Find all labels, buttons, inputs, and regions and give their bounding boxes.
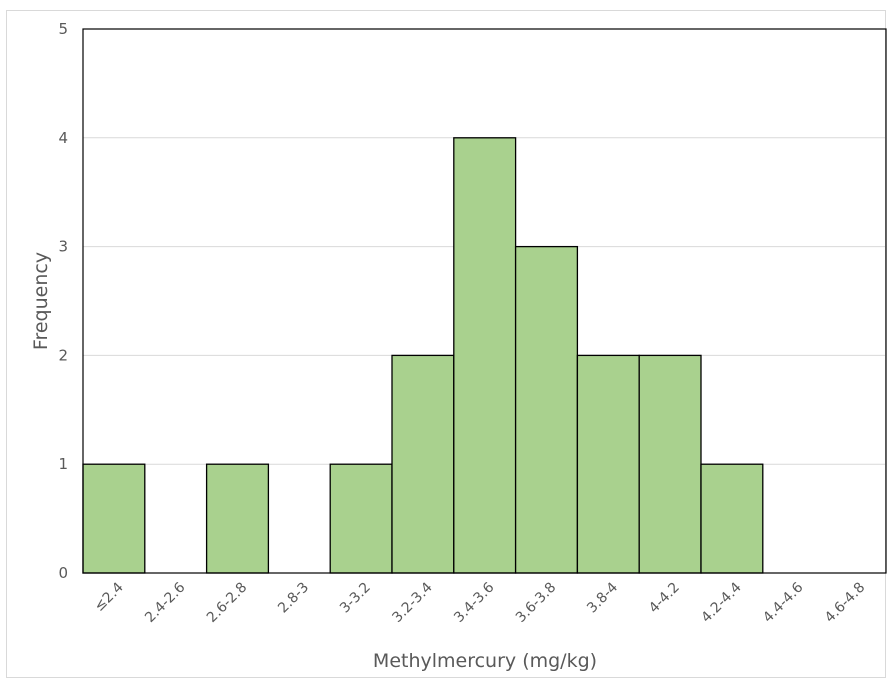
x-tick-label: 3.6-3.8 bbox=[513, 580, 559, 626]
y-tick-label: 5 bbox=[58, 20, 68, 38]
bar-8 bbox=[576, 354, 640, 574]
bars bbox=[82, 137, 764, 574]
x-tick-label: ≤2.4 bbox=[91, 579, 126, 614]
x-tick-label: 2.4-2.6 bbox=[142, 579, 188, 625]
bar-2 bbox=[205, 463, 270, 574]
x-tick-label: 4.4-4.6 bbox=[760, 579, 806, 625]
bar-0 bbox=[82, 463, 146, 574]
y-tick-label: 1 bbox=[58, 455, 68, 473]
y-tick-label: 0 bbox=[58, 564, 68, 582]
bar-9 bbox=[638, 354, 702, 574]
x-tick-label: 2.8-3 bbox=[275, 580, 312, 617]
y-tick-label: 4 bbox=[58, 129, 68, 147]
y-tick-label: 3 bbox=[58, 238, 68, 256]
x-tick-label: 4-4.2 bbox=[646, 580, 683, 617]
x-tick-label: 3.4-3.6 bbox=[451, 579, 497, 625]
bar-6 bbox=[453, 137, 517, 574]
bar-7 bbox=[514, 245, 579, 574]
x-axis-label: Methylmercury (mg/kg) bbox=[373, 650, 597, 672]
plot-area-border bbox=[82, 28, 887, 574]
x-tick-label: 4.6-4.8 bbox=[822, 580, 868, 626]
x-tick-label: 3.8-4 bbox=[584, 579, 621, 616]
x-tick-label: 3.2-3.4 bbox=[389, 579, 435, 625]
x-tick-label: 4.2-4.4 bbox=[698, 579, 744, 625]
y-tick-labels: 0 1 2 3 4 5 bbox=[58, 20, 68, 582]
bar-10 bbox=[700, 463, 764, 574]
y-axis-label: Frequency bbox=[30, 252, 52, 350]
bar-4 bbox=[329, 463, 393, 574]
x-tick-label: 3-3.2 bbox=[337, 580, 374, 617]
chart-frame bbox=[6, 10, 886, 678]
y-tick-label: 2 bbox=[58, 346, 68, 364]
x-tick-label: 2.6-2.8 bbox=[204, 580, 250, 626]
x-tick-labels: ≤2.4 2.4-2.6 2.6-2.8 2.8-3 3-3.2 3.2-3.4 3.4-3… bbox=[91, 579, 868, 625]
bar-5 bbox=[391, 354, 455, 574]
